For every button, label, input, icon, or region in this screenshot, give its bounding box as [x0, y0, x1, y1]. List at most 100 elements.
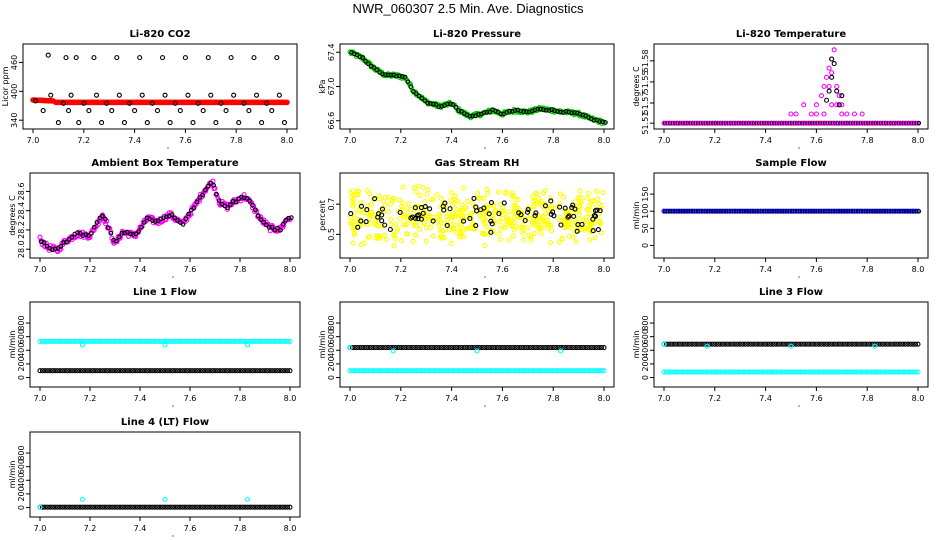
data-point	[735, 369, 741, 375]
y-tick-label: 0	[327, 375, 336, 380]
x-tick-label: 7.0	[34, 524, 47, 533]
x-tick-label: 7.4	[134, 394, 147, 403]
data-point	[576, 212, 582, 218]
data-point	[588, 368, 594, 374]
x-tick-label: 7.0	[27, 136, 40, 145]
data-point	[244, 504, 251, 510]
data-point	[392, 235, 398, 241]
panel-title: Line 2 Flow	[445, 287, 509, 298]
data-point	[816, 369, 822, 375]
data-point	[44, 504, 51, 510]
data-point	[357, 54, 363, 60]
data-point	[545, 345, 551, 351]
data-point	[445, 101, 450, 107]
data-point	[506, 209, 512, 215]
data-point	[57, 368, 63, 374]
data-point	[492, 207, 498, 213]
data-point	[532, 368, 538, 374]
data-point	[387, 226, 393, 233]
series-cal-points	[32, 52, 288, 126]
data-point	[264, 338, 271, 344]
data-point	[182, 504, 188, 510]
data-point	[137, 368, 143, 374]
data-point	[224, 206, 231, 212]
x-tick-label: 7.2	[394, 265, 407, 274]
data-point	[169, 212, 175, 217]
data-point	[491, 221, 497, 227]
data-point	[689, 369, 695, 375]
data-point	[666, 369, 672, 375]
data-point	[601, 345, 607, 351]
data-point	[403, 222, 409, 228]
data-point	[525, 368, 531, 374]
data-point	[824, 97, 830, 103]
data-point	[183, 216, 189, 222]
data-point	[159, 504, 166, 510]
data-point	[420, 185, 426, 191]
data-point	[694, 341, 700, 347]
data-point	[139, 338, 146, 344]
data-point	[558, 345, 564, 351]
data-point	[400, 368, 406, 374]
data-point	[57, 338, 63, 344]
data-point	[385, 345, 391, 351]
data-point	[489, 368, 495, 374]
data-point	[47, 338, 53, 344]
data-point	[375, 345, 381, 351]
data-point	[39, 239, 44, 245]
data-point	[211, 182, 216, 188]
data-point	[214, 504, 221, 510]
data-point	[377, 233, 383, 240]
data-point	[89, 504, 96, 510]
data-point	[247, 368, 253, 374]
x-tick-label: 7.4	[134, 265, 147, 274]
data-point	[538, 231, 544, 237]
panel-title: Line 4 (LT) Flow	[121, 417, 209, 428]
data-point	[560, 345, 566, 351]
data-point	[742, 369, 748, 375]
data-point	[803, 369, 809, 375]
data-point	[391, 195, 397, 201]
series-flow-low	[37, 368, 293, 374]
data-point	[709, 369, 715, 375]
data-point	[385, 368, 391, 374]
data-point	[129, 338, 136, 344]
data-point	[441, 345, 447, 351]
data-point	[182, 368, 188, 374]
data-point	[237, 338, 243, 344]
data-point	[205, 55, 211, 61]
data-point	[557, 214, 563, 221]
data-point	[879, 341, 885, 347]
data-point	[517, 225, 523, 231]
data-point	[213, 120, 219, 126]
data-point	[874, 369, 880, 375]
data-point	[269, 338, 276, 344]
data-point	[108, 230, 114, 236]
data-point	[470, 113, 476, 119]
data-point	[232, 504, 238, 510]
data-point	[576, 368, 582, 374]
data-point	[197, 195, 203, 200]
data-point	[347, 345, 353, 351]
data-point	[284, 99, 290, 106]
data-point	[598, 230, 604, 236]
data-point	[399, 74, 405, 79]
data-point	[801, 369, 807, 375]
data-point	[824, 341, 830, 347]
data-point	[471, 368, 478, 374]
data-point	[67, 504, 73, 510]
data-point	[355, 224, 361, 230]
data-point	[277, 368, 283, 374]
data-point	[404, 231, 410, 237]
data-point	[440, 228, 446, 234]
y-tick-label: 600	[17, 459, 26, 474]
data-point	[355, 368, 361, 374]
data-point	[392, 233, 398, 239]
data-point	[232, 338, 238, 344]
data-point	[364, 187, 370, 193]
data-point	[488, 229, 494, 235]
data-point	[457, 234, 463, 240]
y-tick-label: 600	[327, 329, 336, 344]
data-point	[362, 345, 368, 351]
